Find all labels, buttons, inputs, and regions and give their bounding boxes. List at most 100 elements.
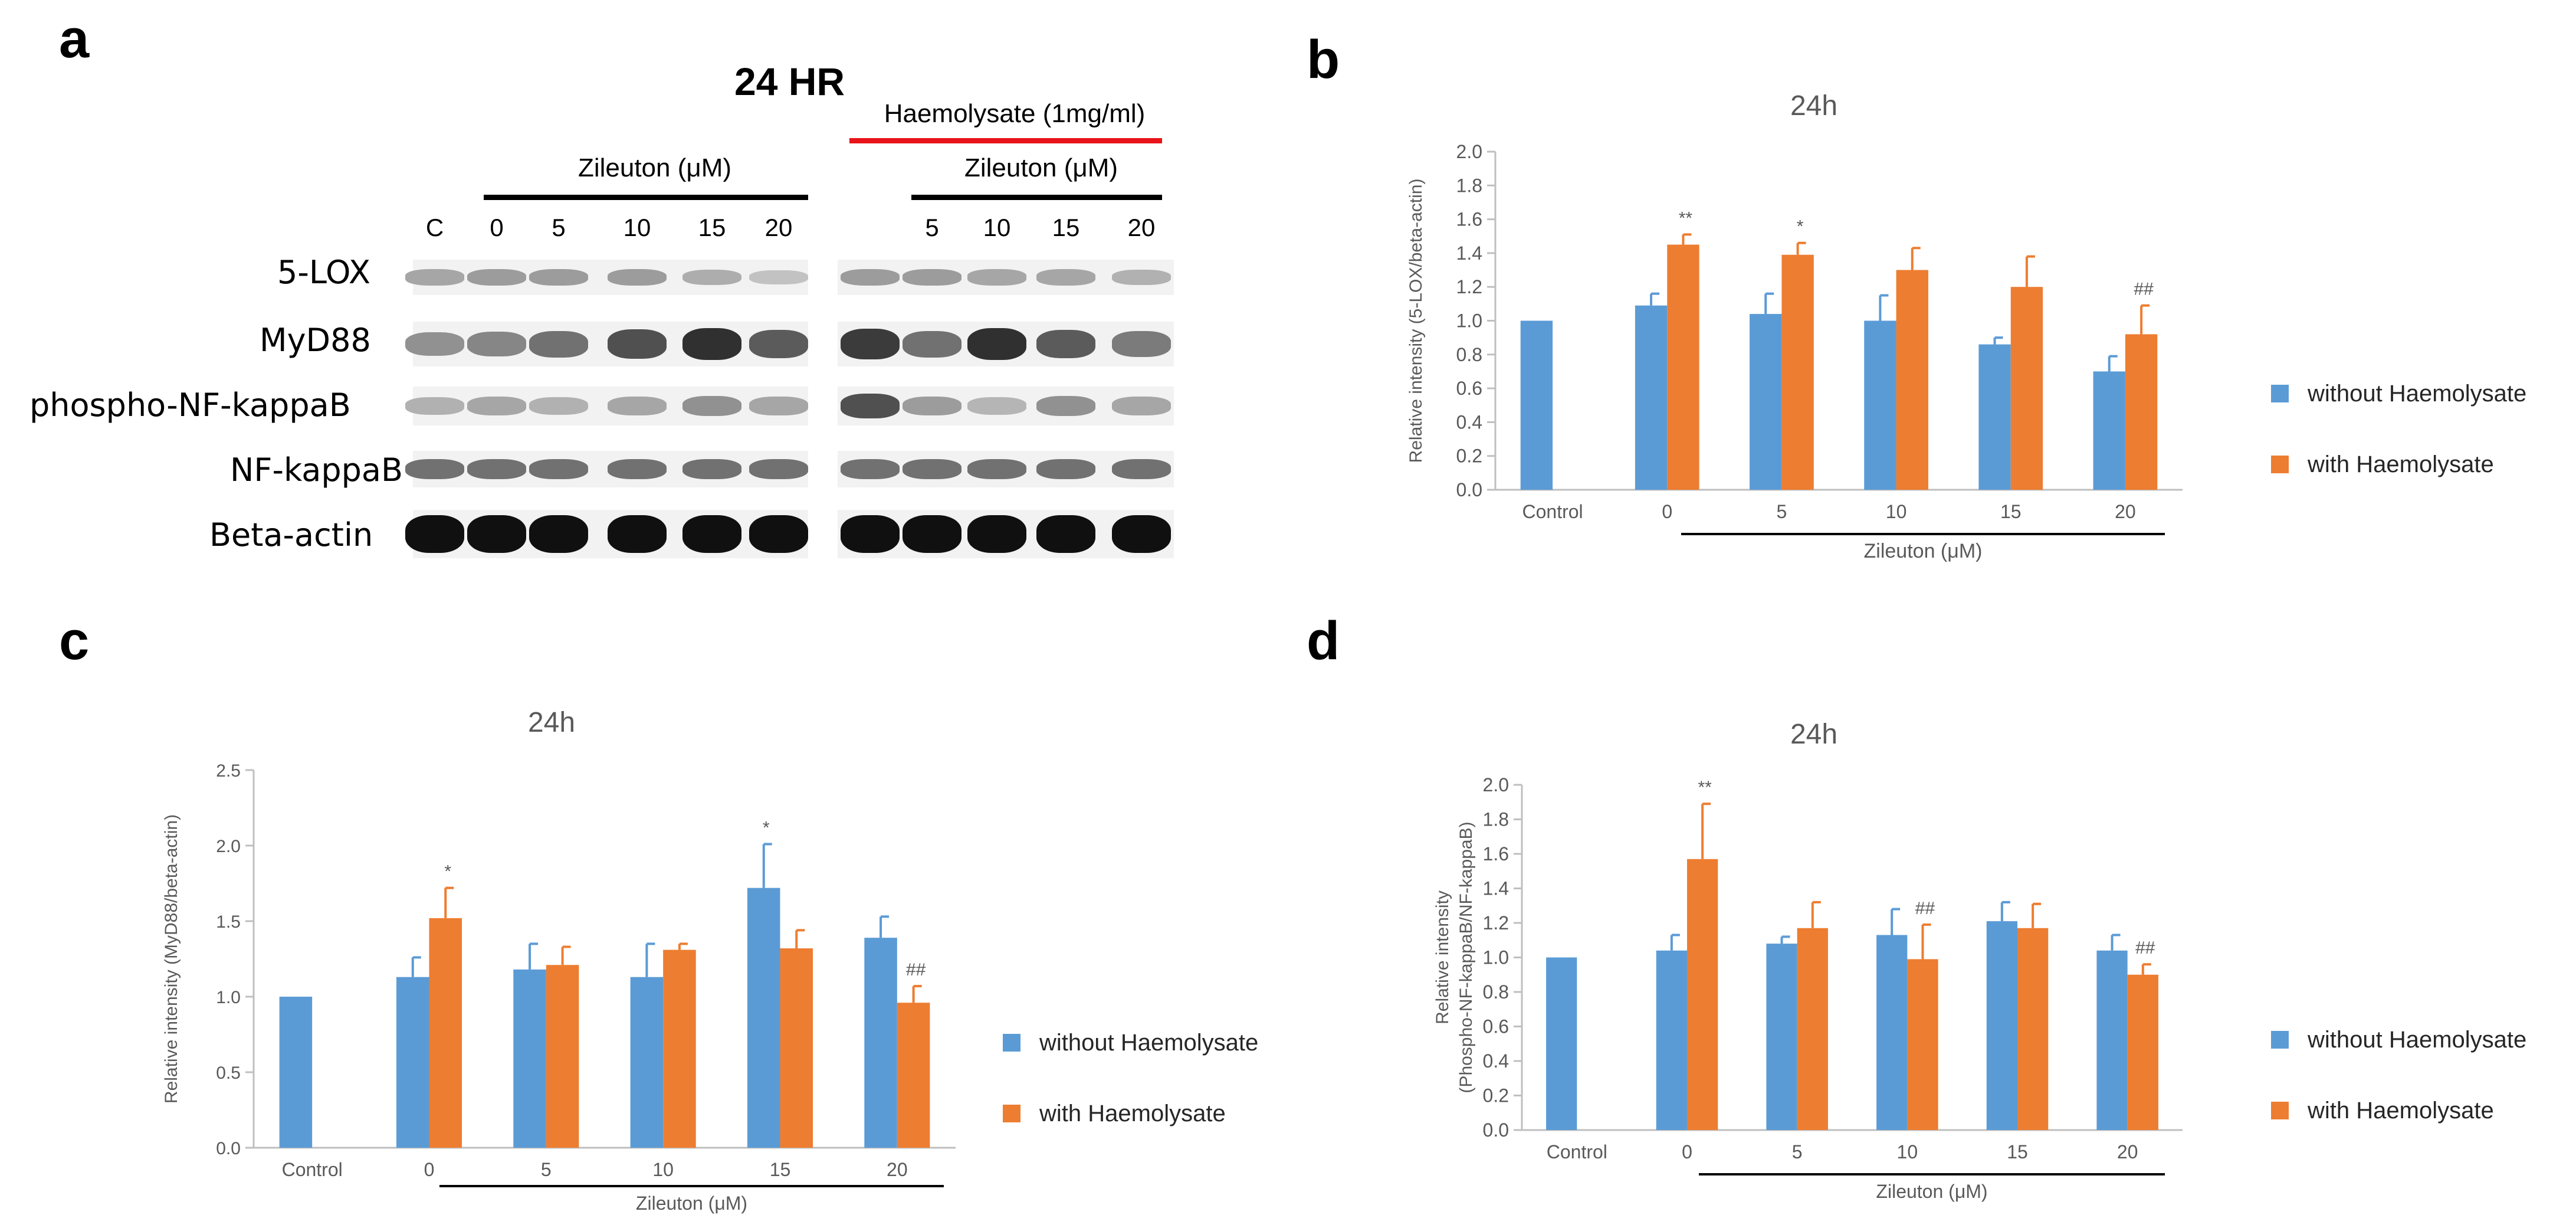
zileuton-right-bar bbox=[911, 195, 1162, 200]
y-tick-label: 0.2 bbox=[1483, 1085, 1509, 1106]
blot-title: 24 HR bbox=[734, 60, 845, 103]
x-tick-label: 10 bbox=[1897, 1141, 1918, 1162]
bar-without-haemolysate bbox=[1876, 935, 1908, 1130]
bar-with-haemolysate bbox=[663, 949, 696, 1148]
y-tick-label: 1.8 bbox=[1456, 175, 1482, 196]
blot-band bbox=[1112, 459, 1171, 480]
x-tick-label: 0 bbox=[1682, 1141, 1692, 1162]
bar-with-haemolysate bbox=[2125, 334, 2158, 490]
y-tick-label: 1.6 bbox=[1456, 209, 1482, 230]
legend-swatch-without bbox=[2271, 1031, 2289, 1049]
blot-band bbox=[903, 396, 962, 416]
blot-band bbox=[1036, 459, 1095, 480]
blot-band bbox=[405, 269, 464, 286]
blot-band bbox=[608, 329, 667, 359]
y-tick-label: 2.0 bbox=[216, 837, 241, 856]
x-tick-label: Control bbox=[282, 1159, 343, 1180]
blot-band bbox=[405, 515, 464, 554]
significance-marker: * bbox=[763, 818, 770, 837]
y-tick-label: 0.8 bbox=[1456, 344, 1482, 365]
x-tick-label: 5 bbox=[541, 1159, 552, 1180]
y-tick-label: 0.6 bbox=[1483, 1016, 1509, 1037]
y-tick-label: 1.2 bbox=[1483, 912, 1509, 934]
blot-band bbox=[1036, 330, 1095, 358]
panel-label-b: b bbox=[1307, 30, 1340, 90]
y-tick-label: 1.5 bbox=[216, 912, 241, 932]
y-tick-label: 1.4 bbox=[1483, 878, 1509, 899]
bar-without-haemolysate bbox=[513, 969, 546, 1148]
panel-label-d: d bbox=[1307, 611, 1340, 671]
significance-marker: ** bbox=[1698, 778, 1712, 797]
lane-label: 0 bbox=[490, 214, 504, 241]
bar-with-haemolysate bbox=[1907, 959, 1938, 1130]
bar-without-haemolysate bbox=[1635, 305, 1668, 490]
bar-with-haemolysate bbox=[1781, 254, 1814, 490]
blot-band bbox=[405, 397, 464, 415]
legend-swatch-with bbox=[2271, 456, 2289, 473]
bar-without-haemolysate bbox=[747, 888, 780, 1148]
blot-row-label: Beta-actin bbox=[209, 516, 373, 554]
blot-band bbox=[529, 515, 588, 554]
bar-without-haemolysate bbox=[279, 997, 313, 1148]
x-axis-label: Zileuton (μM) bbox=[1864, 540, 1983, 562]
lane-label: 20 bbox=[1127, 214, 1156, 241]
significance-marker: ## bbox=[2134, 280, 2154, 299]
bar-without-haemolysate bbox=[1520, 320, 1553, 490]
bar-without-haemolysate bbox=[864, 938, 897, 1148]
bar-without-haemolysate bbox=[630, 977, 664, 1148]
chart-title: 24h bbox=[1790, 719, 1837, 750]
y-tick-label: 1.2 bbox=[1456, 276, 1482, 297]
zileuton-left-label: Zileuton (μM) bbox=[577, 153, 732, 182]
y-tick-label: 0.0 bbox=[216, 1139, 241, 1158]
blot-row-label: phospho-NF-kappaB bbox=[29, 387, 351, 424]
x-tick-label: Control bbox=[1522, 501, 1583, 522]
y-tick-label: 0.0 bbox=[1483, 1119, 1509, 1141]
blot-band bbox=[967, 269, 1026, 286]
x-tick-label: 15 bbox=[2000, 501, 2022, 522]
blot-band bbox=[967, 328, 1026, 360]
x-tick-label: 0 bbox=[1662, 501, 1672, 522]
blot-band bbox=[749, 515, 808, 554]
bar-without-haemolysate bbox=[1864, 320, 1896, 490]
significance-marker: * bbox=[1797, 217, 1804, 237]
bar-with-haemolysate bbox=[2127, 974, 2158, 1130]
blot-band bbox=[749, 459, 808, 480]
blot-band bbox=[405, 332, 464, 356]
blot-band bbox=[608, 459, 667, 480]
y-tick-label: 0.6 bbox=[1456, 378, 1482, 399]
haemolysate-label: Haemolysate (1mg/ml) bbox=[884, 99, 1146, 128]
y-axis-label: Relative intensity (5-LOX/beta-actin) bbox=[1406, 179, 1426, 463]
blot-band bbox=[467, 459, 526, 480]
blot-band bbox=[467, 515, 526, 554]
y-tick-label: 0.0 bbox=[1456, 479, 1482, 500]
haemolysate-bar bbox=[849, 138, 1162, 143]
panel-label-a: a bbox=[59, 9, 90, 69]
blot-band bbox=[841, 459, 900, 480]
legend-label-with: with Haemolysate bbox=[2307, 451, 2494, 477]
blot-band bbox=[608, 397, 667, 415]
x-tick-label: Control bbox=[1547, 1141, 1607, 1162]
significance-marker: * bbox=[444, 862, 451, 882]
blot-band bbox=[682, 459, 741, 480]
blot-band bbox=[749, 270, 808, 285]
blot-band bbox=[967, 397, 1026, 415]
y-tick-label: 1.0 bbox=[1483, 947, 1509, 968]
x-tick-label: 20 bbox=[2115, 501, 2136, 522]
lane-label: 5 bbox=[552, 214, 566, 241]
legend-swatch-with bbox=[1003, 1105, 1020, 1122]
x-tick-label: 20 bbox=[2117, 1141, 2138, 1162]
x-tick-label: 10 bbox=[652, 1159, 674, 1180]
bar-with-haemolysate bbox=[1687, 859, 1718, 1130]
x-tick-label: 5 bbox=[1777, 501, 1787, 522]
bar-with-haemolysate bbox=[2017, 928, 2049, 1130]
bar-without-haemolysate bbox=[1546, 957, 1577, 1130]
blot-band bbox=[608, 268, 667, 286]
legend-swatch-with bbox=[2271, 1102, 2289, 1119]
legend-label-without: without Haemolysate bbox=[2307, 381, 2526, 407]
blot-band bbox=[682, 396, 741, 416]
blot-band bbox=[529, 397, 588, 415]
y-tick-label: 1.0 bbox=[1456, 310, 1482, 332]
blot-band bbox=[749, 397, 808, 415]
chart-title: 24h bbox=[1790, 90, 1837, 122]
